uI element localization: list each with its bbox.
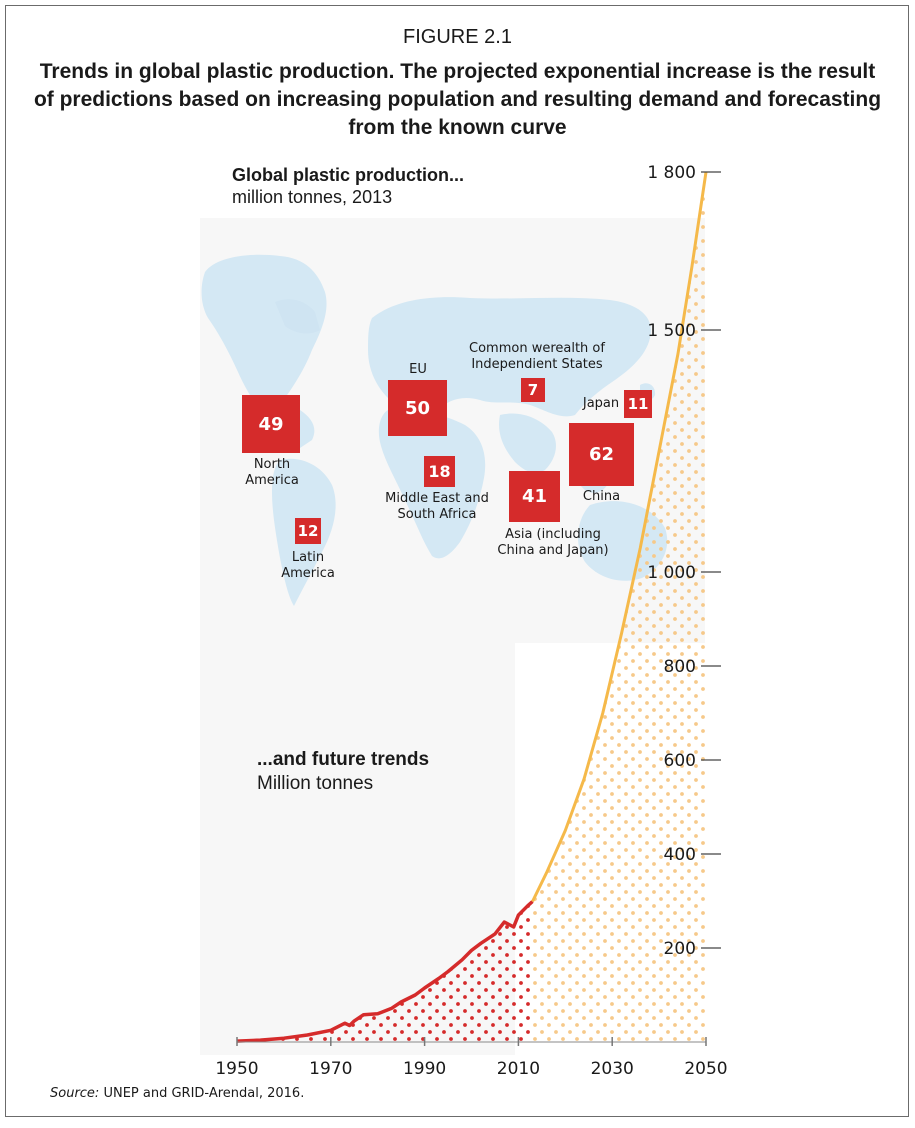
region-box-latin-america: 12 — [295, 518, 321, 544]
region-box-japan: 11 — [624, 390, 652, 418]
map-heading-bold: Global plastic production... — [232, 165, 465, 185]
x-tick-label: 2050 — [684, 1059, 727, 1079]
y-tick-label: 200 — [664, 939, 696, 959]
x-tick-label: 2010 — [497, 1059, 540, 1079]
region-label-cis: Common werealth of Independient States — [469, 341, 605, 372]
x-tick-label: 2030 — [591, 1059, 634, 1079]
region-label-eu: EU — [409, 362, 427, 377]
y-tick-label: 1 000 — [647, 563, 696, 583]
region-box-cis: 7 — [521, 378, 545, 402]
trend-heading: ...and future trends Million tonnes — [257, 748, 429, 796]
region-box-asia: 41 — [509, 471, 560, 522]
region-box-eu: 50 — [388, 380, 447, 436]
x-tick-label: 1990 — [403, 1059, 446, 1079]
x-tick-label: 1970 — [309, 1059, 352, 1079]
source-label: Source: — [50, 1086, 100, 1101]
region-label-latin-america: Latin America — [281, 550, 335, 581]
source-text: UNEP and GRID-Arendal, 2016. — [99, 1086, 305, 1101]
region-box-middle-east: 18 — [424, 456, 455, 487]
historical-area — [237, 901, 533, 1042]
region-label-china: China — [582, 489, 621, 504]
map-heading: Global plastic production... million ton… — [232, 164, 464, 208]
region-box-china: 62 — [569, 423, 634, 486]
projection-area — [532, 172, 706, 1042]
trend-heading-sub: Million tonnes — [257, 773, 374, 794]
projection-series-line — [531, 171, 708, 903]
y-tick-label: 600 — [664, 751, 696, 771]
region-label-japan: Japan — [582, 396, 620, 411]
x-tick-label: 1950 — [215, 1059, 258, 1079]
figure-title: Trends in global plastic production. The… — [33, 60, 882, 139]
y-tick-label: 1 500 — [647, 321, 696, 341]
map-heading-sub: million tonnes, 2013 — [232, 187, 393, 207]
y-tick-label: 800 — [664, 657, 696, 677]
y-tick-label: 400 — [664, 845, 696, 865]
region-label-middle-east: Middle East and South Africa — [385, 491, 489, 522]
region-box-north-america: 49 — [242, 395, 300, 453]
trend-heading-bold: ...and future trends — [257, 749, 430, 770]
figure-label: FIGURE 2.1 — [403, 26, 512, 48]
historical-series-line — [236, 900, 534, 1043]
source-note: Source: UNEP and GRID-Arendal, 2016. — [50, 1086, 304, 1101]
region-label-north-america: North America — [245, 457, 299, 488]
region-label-asia: Asia (including China and Japan) — [497, 527, 609, 558]
y-tick-label: 1 800 — [647, 163, 696, 183]
